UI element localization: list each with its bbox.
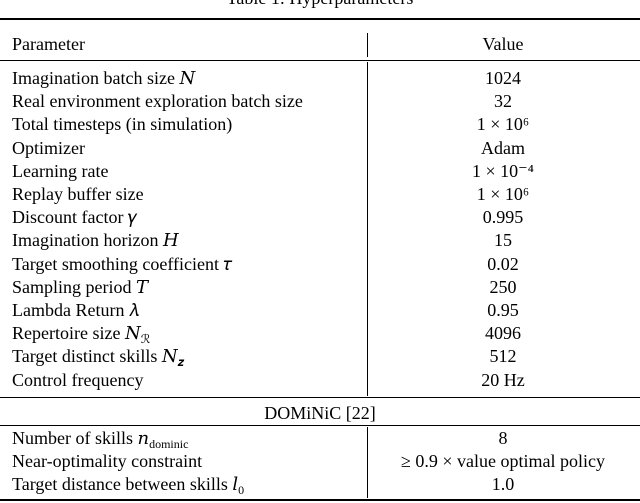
value-cell: 250	[489, 276, 517, 297]
section-title: DOMiNiC [22]	[264, 403, 376, 423]
parameter-name: Real environment exploration batch size	[12, 91, 303, 112]
header-cell: Parameter	[12, 34, 85, 54]
parameter-cell: Target distance between skills 𝑙0	[12, 474, 245, 497]
parameter-cell: Near-optimality constraint	[12, 451, 202, 471]
parameter-name: Number of skills 𝑛	[12, 428, 150, 448]
value-cell: 32	[494, 91, 512, 112]
parameter-cell: Discount factor 𝛾	[12, 207, 137, 227]
value-cell: 0.95	[487, 300, 519, 320]
parameter-name: Target smoothing coefficient 𝜏	[12, 253, 233, 274]
parameter-cell: Total timesteps (in simulation)	[12, 114, 232, 134]
parameter-cell: Target distinct skills 𝑁𝒛	[12, 346, 185, 370]
parameter-name: Target distance between skills 𝑙	[12, 474, 239, 494]
parameter-name: Target distinct skills 𝑁	[12, 346, 178, 367]
value-cell: 1 × 10⁶	[476, 184, 530, 204]
section-rule	[0, 425, 640, 426]
column-separator	[367, 427, 368, 498]
parameter-cell: Imagination batch size 𝑁	[12, 68, 195, 88]
parameter-cell: Lambda Return 𝜆	[12, 300, 139, 320]
parameter-name: Imagination batch size 𝑁	[12, 68, 196, 88]
parameter-name: Repertoire size 𝑁	[12, 323, 141, 344]
value-cell: 4096	[485, 323, 521, 344]
value-cell: 1024	[485, 68, 521, 88]
value-cell: 15	[494, 230, 512, 251]
parameter-name: Lambda Return 𝜆	[12, 300, 139, 320]
parameter-cell: Control frequency	[12, 370, 143, 390]
column-separator	[367, 33, 368, 57]
value-cell: Adam	[481, 137, 525, 158]
header-cell: Value	[482, 34, 524, 54]
parameter-subscript: 0	[238, 483, 245, 497]
parameter-cell: Optimizer	[12, 138, 85, 158]
parameter-name: Sampling period 𝑇	[12, 276, 148, 297]
value-cell: 8	[498, 428, 508, 448]
parameter-cell: Number of skills 𝑛dominic	[12, 428, 189, 451]
parameter-name: Total timesteps (in simulation)	[12, 114, 233, 135]
value-cell: ≥ 0.9 × value optimal policy	[401, 451, 605, 471]
parameter-cell: Learning rate	[12, 161, 108, 181]
value-cell: 0.995	[482, 207, 524, 228]
section-rule	[0, 397, 640, 398]
bottom-rule	[0, 499, 640, 501]
value-cell: 1 × 10⁻⁴	[472, 160, 534, 181]
parameter-cell: Repertoire size 𝑁ℛ	[12, 323, 151, 347]
parameter-cell: Target smoothing coefficient 𝜏	[12, 254, 232, 274]
parameter-subscript: dominic	[149, 437, 189, 451]
parameter-subscript: 𝒛	[177, 355, 185, 370]
parameter-name: Optimizer	[12, 137, 85, 158]
value-cell: 512	[489, 346, 517, 367]
header-rule	[0, 60, 640, 61]
value-cell: 1 × 10⁶	[476, 114, 530, 135]
table-caption: Table 1: Hyperparameters	[227, 0, 414, 8]
parameter-name: Near-optimality constraint	[12, 451, 203, 471]
parameter-cell: Real environment exploration batch size	[12, 91, 303, 111]
column-separator	[367, 62, 368, 396]
parameter-name: Learning rate	[12, 160, 109, 181]
value-cell: 1.0	[491, 474, 515, 494]
parameter-name: Discount factor 𝛾	[12, 207, 138, 228]
parameter-cell: Sampling period 𝑇	[12, 277, 148, 297]
value-cell: 20 Hz	[481, 369, 525, 390]
parameter-subscript: ℛ	[140, 332, 151, 347]
parameter-name: Replay buffer size	[12, 184, 144, 204]
parameter-name: Imagination horizon 𝐻	[12, 230, 179, 251]
top-rule	[0, 18, 640, 20]
parameter-cell: Imagination horizon 𝐻	[12, 230, 179, 250]
parameter-cell: Replay buffer size	[12, 184, 144, 204]
value-cell: 0.02	[487, 253, 519, 274]
parameter-name: Control frequency	[12, 369, 144, 390]
